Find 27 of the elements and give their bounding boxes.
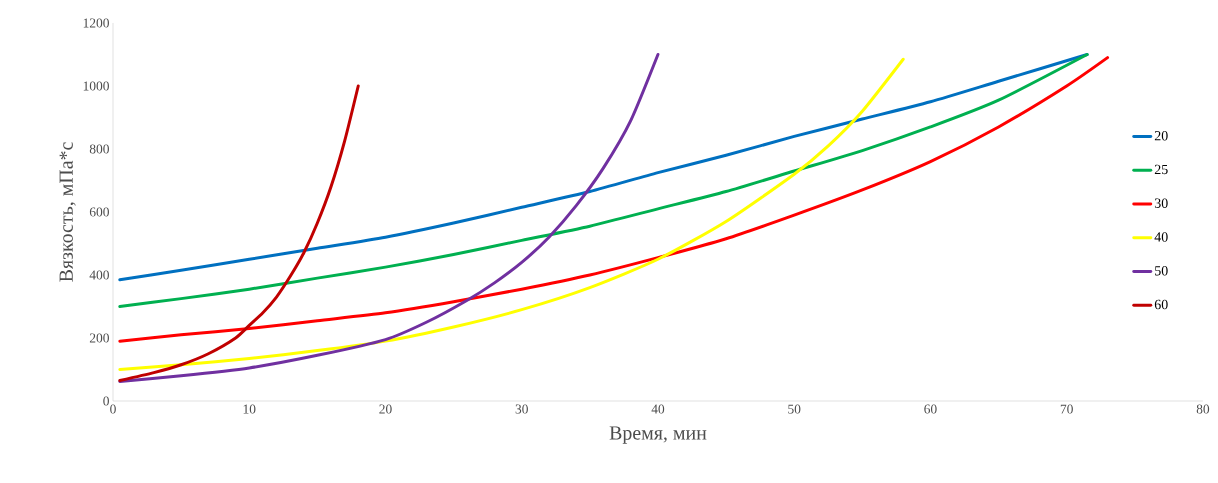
- y-tick-label: 1200: [83, 18, 109, 28]
- line-series: [118, 84, 360, 383]
- y-tick-label: 400: [89, 270, 109, 280]
- y-tick-label: 600: [89, 207, 109, 217]
- y-tick-label: 800: [89, 144, 109, 154]
- line-series: [118, 53, 660, 383]
- x-tick-label: 10: [243, 404, 256, 414]
- legend-label: 40: [1154, 232, 1168, 242]
- x-tick-label: 30: [515, 404, 528, 414]
- x-tick-label: 20: [379, 404, 392, 414]
- y-axis-title: Вязкость, мПа*с: [59, 142, 76, 282]
- x-axis-title: Время, мин: [609, 426, 707, 444]
- x-tick-label: 80: [1196, 404, 1210, 414]
- legend-label: 25: [1154, 164, 1168, 175]
- line-series: [118, 57, 905, 371]
- y-tick-label: 200: [89, 333, 109, 343]
- legend-label: 60: [1154, 299, 1168, 310]
- legend-label: 20: [1154, 131, 1168, 141]
- x-tick-label: 60: [924, 404, 937, 414]
- y-tick-label: 0: [103, 396, 109, 406]
- x-tick-label: 0: [110, 404, 116, 414]
- x-tick-label: 70: [1060, 404, 1073, 414]
- x-tick-label: 50: [788, 404, 801, 414]
- legend-label: 50: [1155, 266, 1168, 276]
- y-tick-label: 1000: [83, 81, 109, 91]
- legend-label: 30: [1154, 198, 1168, 208]
- x-tick-label: 40: [651, 404, 665, 414]
